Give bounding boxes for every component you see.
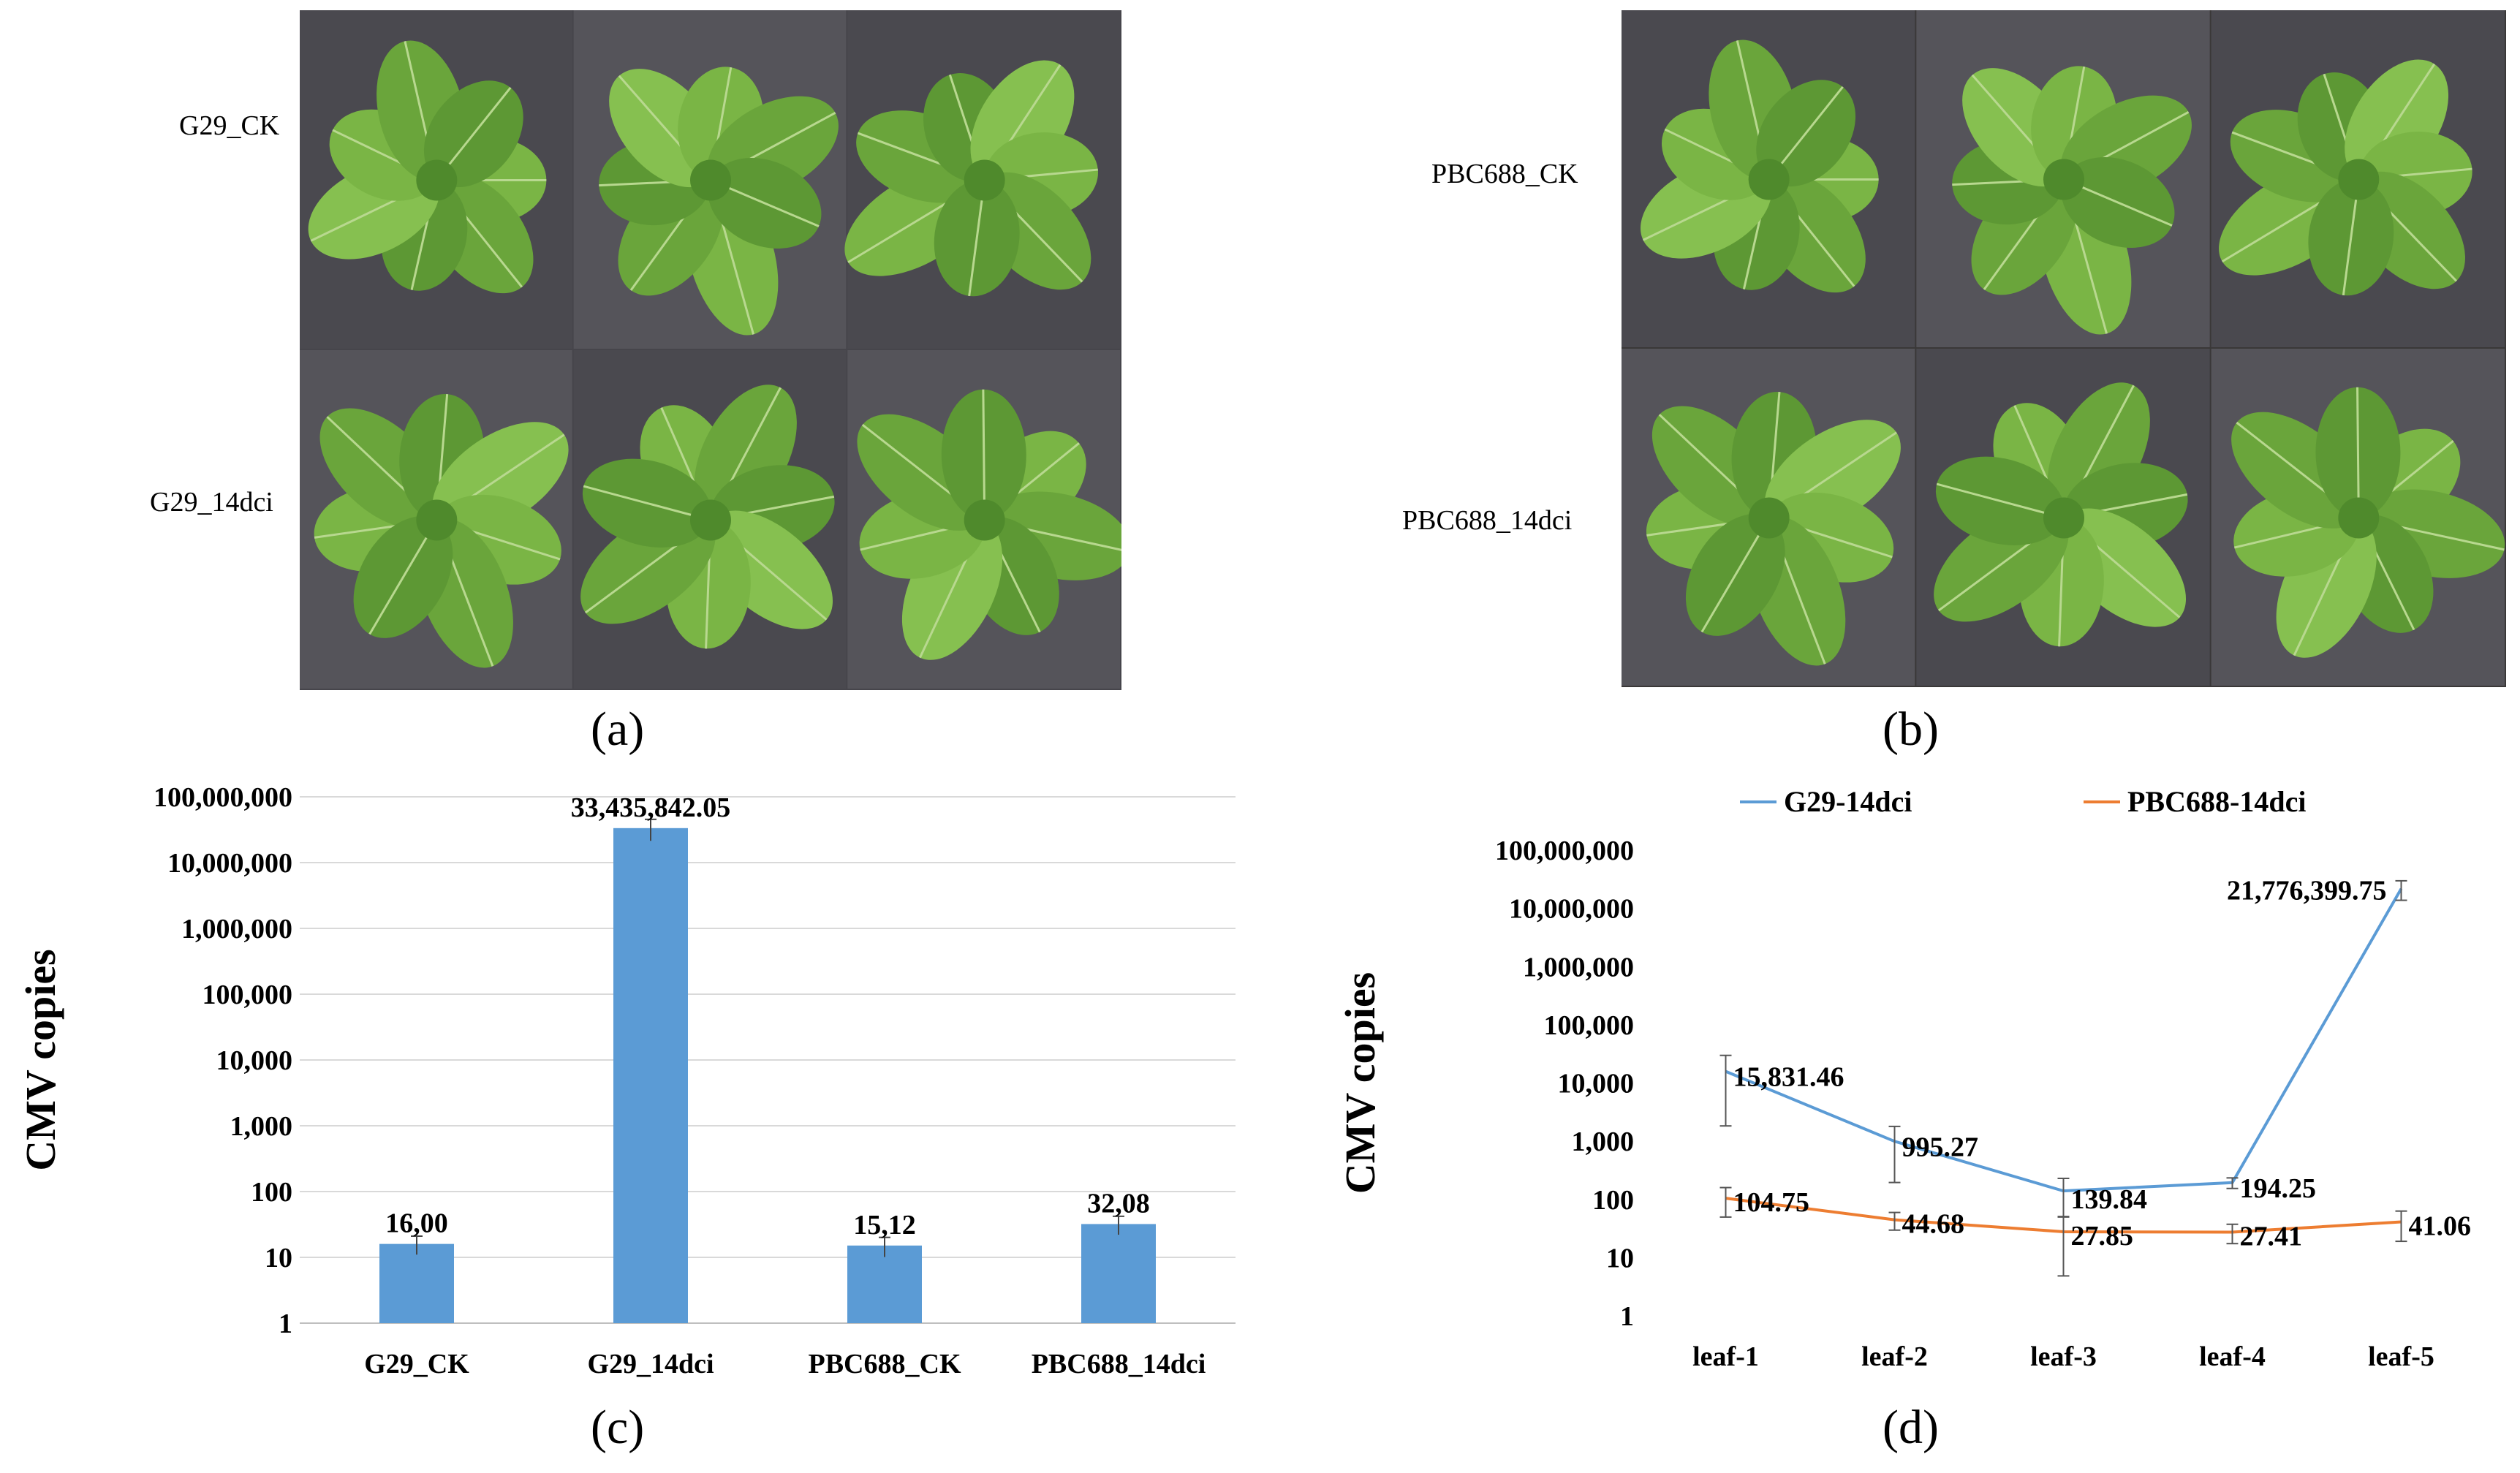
y-tick-label: 100,000 [203, 980, 293, 1010]
x-tick-label: leaf-4 [2199, 1341, 2266, 1372]
pepper-plant [844, 60, 1098, 297]
pepper-plant [308, 40, 547, 294]
plant-center [2043, 159, 2084, 200]
photo-panel-a [300, 10, 1121, 690]
data-label: 33,435,842.05 [571, 792, 731, 823]
y-tick-label: 10,000 [216, 1045, 293, 1076]
pepper-plant [2231, 387, 2505, 658]
pepper-plant [2219, 59, 2472, 296]
plant-center [2338, 497, 2380, 539]
row-label-pbc688-ck: PBC688_CK [1431, 159, 1578, 189]
plant-center [1748, 159, 1790, 200]
y-tick-label: 10,000,000 [167, 848, 292, 879]
pepper-plant [580, 385, 835, 649]
plant-center [416, 499, 458, 541]
x-tick-label: PBC688_CK [809, 1349, 961, 1379]
data-label: 21,776,399.75 [2227, 876, 2387, 906]
data-label: 41.06 [2409, 1211, 2472, 1242]
y-tick-label: 1 [279, 1309, 292, 1339]
data-label: 16,00 [385, 1208, 448, 1239]
y-tick-label: 10,000,000 [1509, 894, 1634, 925]
pepper-plant [1952, 66, 2192, 335]
leaf-vein [368, 519, 438, 635]
y-axis-title: CMV copies [1336, 972, 1384, 1194]
row-label-g29-14dci: G29_14dci [150, 487, 273, 518]
pepper-plant [1640, 39, 1879, 293]
y-tick-label: 100 [251, 1177, 292, 1208]
legend-label: G29-14dci [1784, 785, 1912, 818]
y-tick-label: 100,000 [1544, 1010, 1635, 1041]
x-tick-label: PBC688_14dci [1032, 1349, 1206, 1379]
data-label: 15,12 [853, 1210, 916, 1241]
plant-center [964, 159, 1005, 201]
y-axis-title: CMV copies [17, 949, 64, 1170]
row-label-pbc688-14dci: PBC688_14dci [1402, 505, 1573, 536]
data-label: 995.27 [1902, 1132, 1979, 1162]
data-label: 44.68 [1902, 1209, 1965, 1240]
y-tick-label: 100,000,000 [154, 782, 292, 813]
data-label: 27.41 [2240, 1222, 2303, 1252]
x-tick-label: leaf-5 [2368, 1341, 2434, 1372]
y-tick-label: 10 [265, 1243, 292, 1273]
data-label: 194.25 [2240, 1173, 2317, 1204]
photo-panel-b [1622, 10, 2506, 687]
pepper-plant [857, 389, 1121, 660]
pepper-plant [1934, 382, 2188, 647]
y-tick-label: 1,000,000 [181, 914, 292, 944]
x-tick-label: G29_CK [364, 1349, 469, 1379]
y-tick-label: 1,000,000 [1523, 952, 1634, 982]
leaf-vein [1936, 482, 2065, 519]
plant-center [1748, 497, 1790, 539]
data-label: 27.85 [2071, 1221, 2134, 1252]
plant-center [690, 159, 731, 201]
y-tick-label: 1,000 [230, 1111, 293, 1142]
y-tick-label: 1,000 [1572, 1126, 1635, 1157]
plant-center [416, 159, 458, 201]
x-tick-label: leaf-1 [1692, 1341, 1759, 1372]
panel-letter-d: (d) [1883, 1401, 1939, 1454]
leaf-vein [1700, 517, 1770, 633]
pepper-plant [599, 67, 839, 336]
bar [379, 1243, 454, 1323]
plant-center [2338, 159, 2380, 200]
leaf-vein [982, 389, 986, 520]
plant-photo-grid-a [300, 10, 1121, 690]
plant-center [690, 499, 731, 541]
leaf-vein [2356, 387, 2360, 518]
row-label-g29-ck: G29_CK [179, 110, 280, 141]
panel-letter-a: (a) [591, 703, 645, 756]
x-tick-label: G29_14dci [587, 1349, 714, 1379]
data-label: 104.75 [1733, 1187, 1810, 1218]
bar [847, 1245, 922, 1323]
x-tick-label: leaf-2 [1861, 1341, 1928, 1372]
data-label: 32,08 [1087, 1188, 1150, 1219]
panel-letter-c: (c) [591, 1401, 645, 1454]
pepper-plant [1646, 391, 1901, 666]
x-tick-label: leaf-3 [2030, 1341, 2097, 1372]
leaf-vein [583, 485, 711, 521]
y-tick-label: 1 [1620, 1301, 1634, 1332]
y-tick-label: 100,000,000 [1495, 836, 1634, 866]
y-tick-label: 100 [1592, 1185, 1634, 1216]
panel-letter-b: (b) [1883, 703, 1939, 756]
series-line [1725, 887, 2403, 1193]
y-tick-label: 10,000 [1558, 1069, 1635, 1099]
y-tick-label: 10 [1606, 1243, 1634, 1273]
plant-photo-grid-b [1622, 10, 2506, 687]
plant-center [2043, 497, 2084, 539]
bar [613, 828, 688, 1323]
data-label: 15,831.46 [1733, 1062, 1844, 1093]
line-chart-d: 1 10 100 1,000 10,000 100,000 1,000,000 10,000,… [1336, 785, 2472, 1372]
legend-label: PBC688-14dci [2127, 785, 2306, 818]
data-label: 139.84 [2071, 1184, 2148, 1215]
bar [1081, 1224, 1156, 1323]
pepper-plant [314, 393, 569, 668]
bar-chart-c: 1 10 100 1,000 10,000 100,000 1,000,000 10,000,… [17, 782, 1236, 1379]
plant-center [964, 499, 1005, 541]
